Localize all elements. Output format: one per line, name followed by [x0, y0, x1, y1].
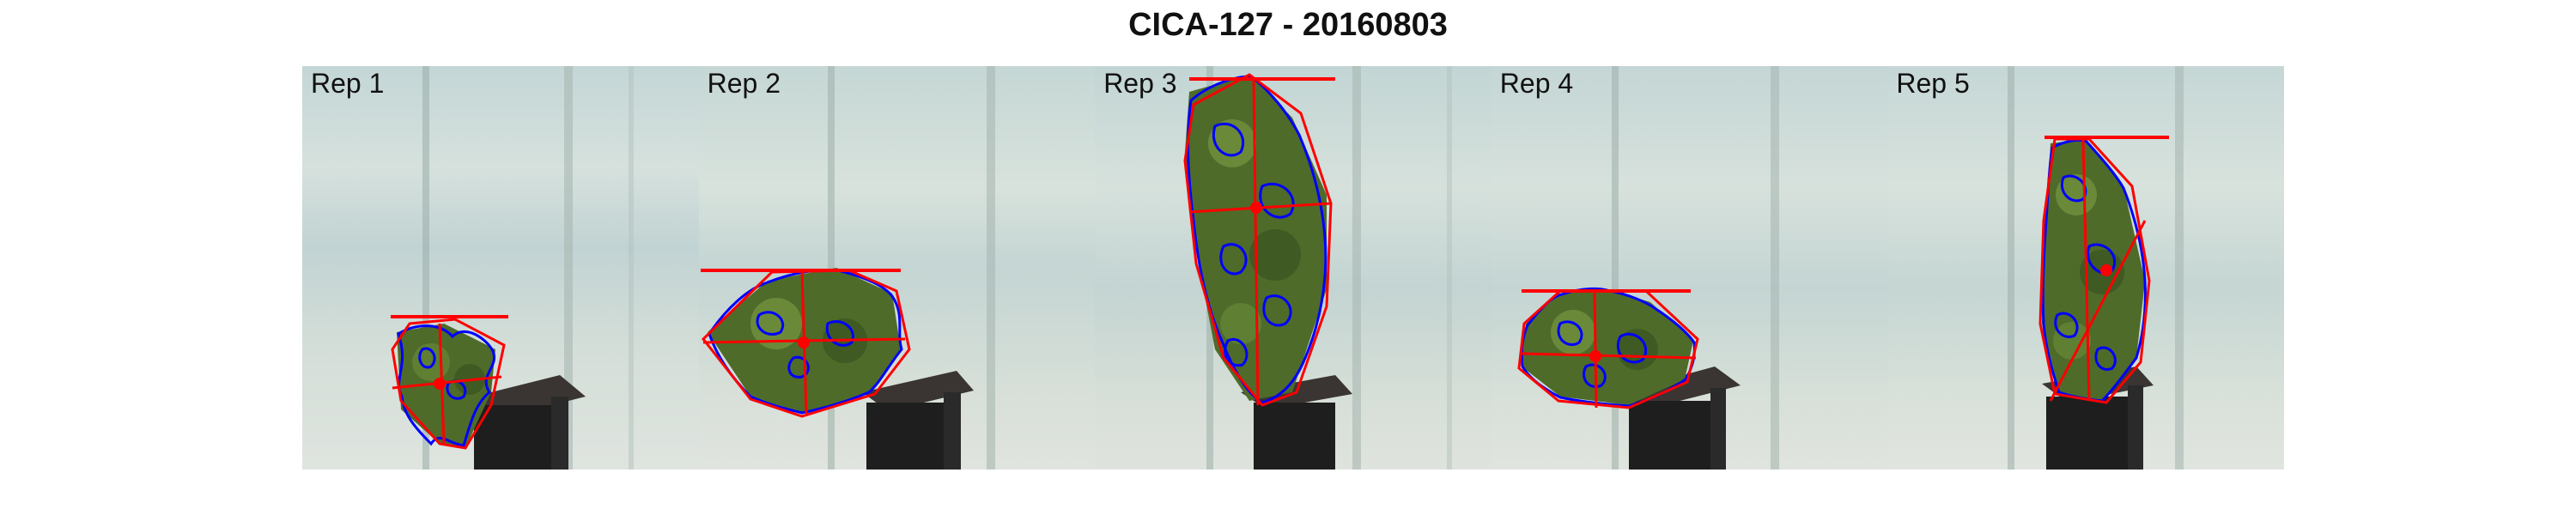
- panel-rep-5: Rep 5: [1887, 66, 2284, 470]
- figure-title: CICA-127 - 20160803: [1128, 7, 1448, 43]
- rep-label: Rep 3: [1103, 68, 1177, 99]
- panel-rep-2: Rep 2: [698, 66, 1096, 470]
- rep-label: Rep 2: [707, 68, 781, 99]
- plant-photo-rep-4: [1491, 66, 1888, 470]
- image-strip: Rep 1: [302, 66, 2284, 470]
- rep-label: Rep 5: [1896, 68, 1970, 99]
- rep-label: Rep 1: [311, 68, 385, 99]
- plant-photo-rep-2: [698, 66, 1096, 470]
- panel-rep-3: Rep 3: [1095, 66, 1492, 470]
- panel-rep-1: Rep 1: [302, 66, 699, 470]
- rep-label: Rep 4: [1499, 68, 1574, 99]
- panel-rep-4: Rep 4: [1491, 66, 1888, 470]
- plant-photo-rep-3: [1095, 66, 1492, 470]
- plant-photo-rep-5: [1887, 66, 2284, 470]
- plant-photo-rep-1: [302, 66, 699, 470]
